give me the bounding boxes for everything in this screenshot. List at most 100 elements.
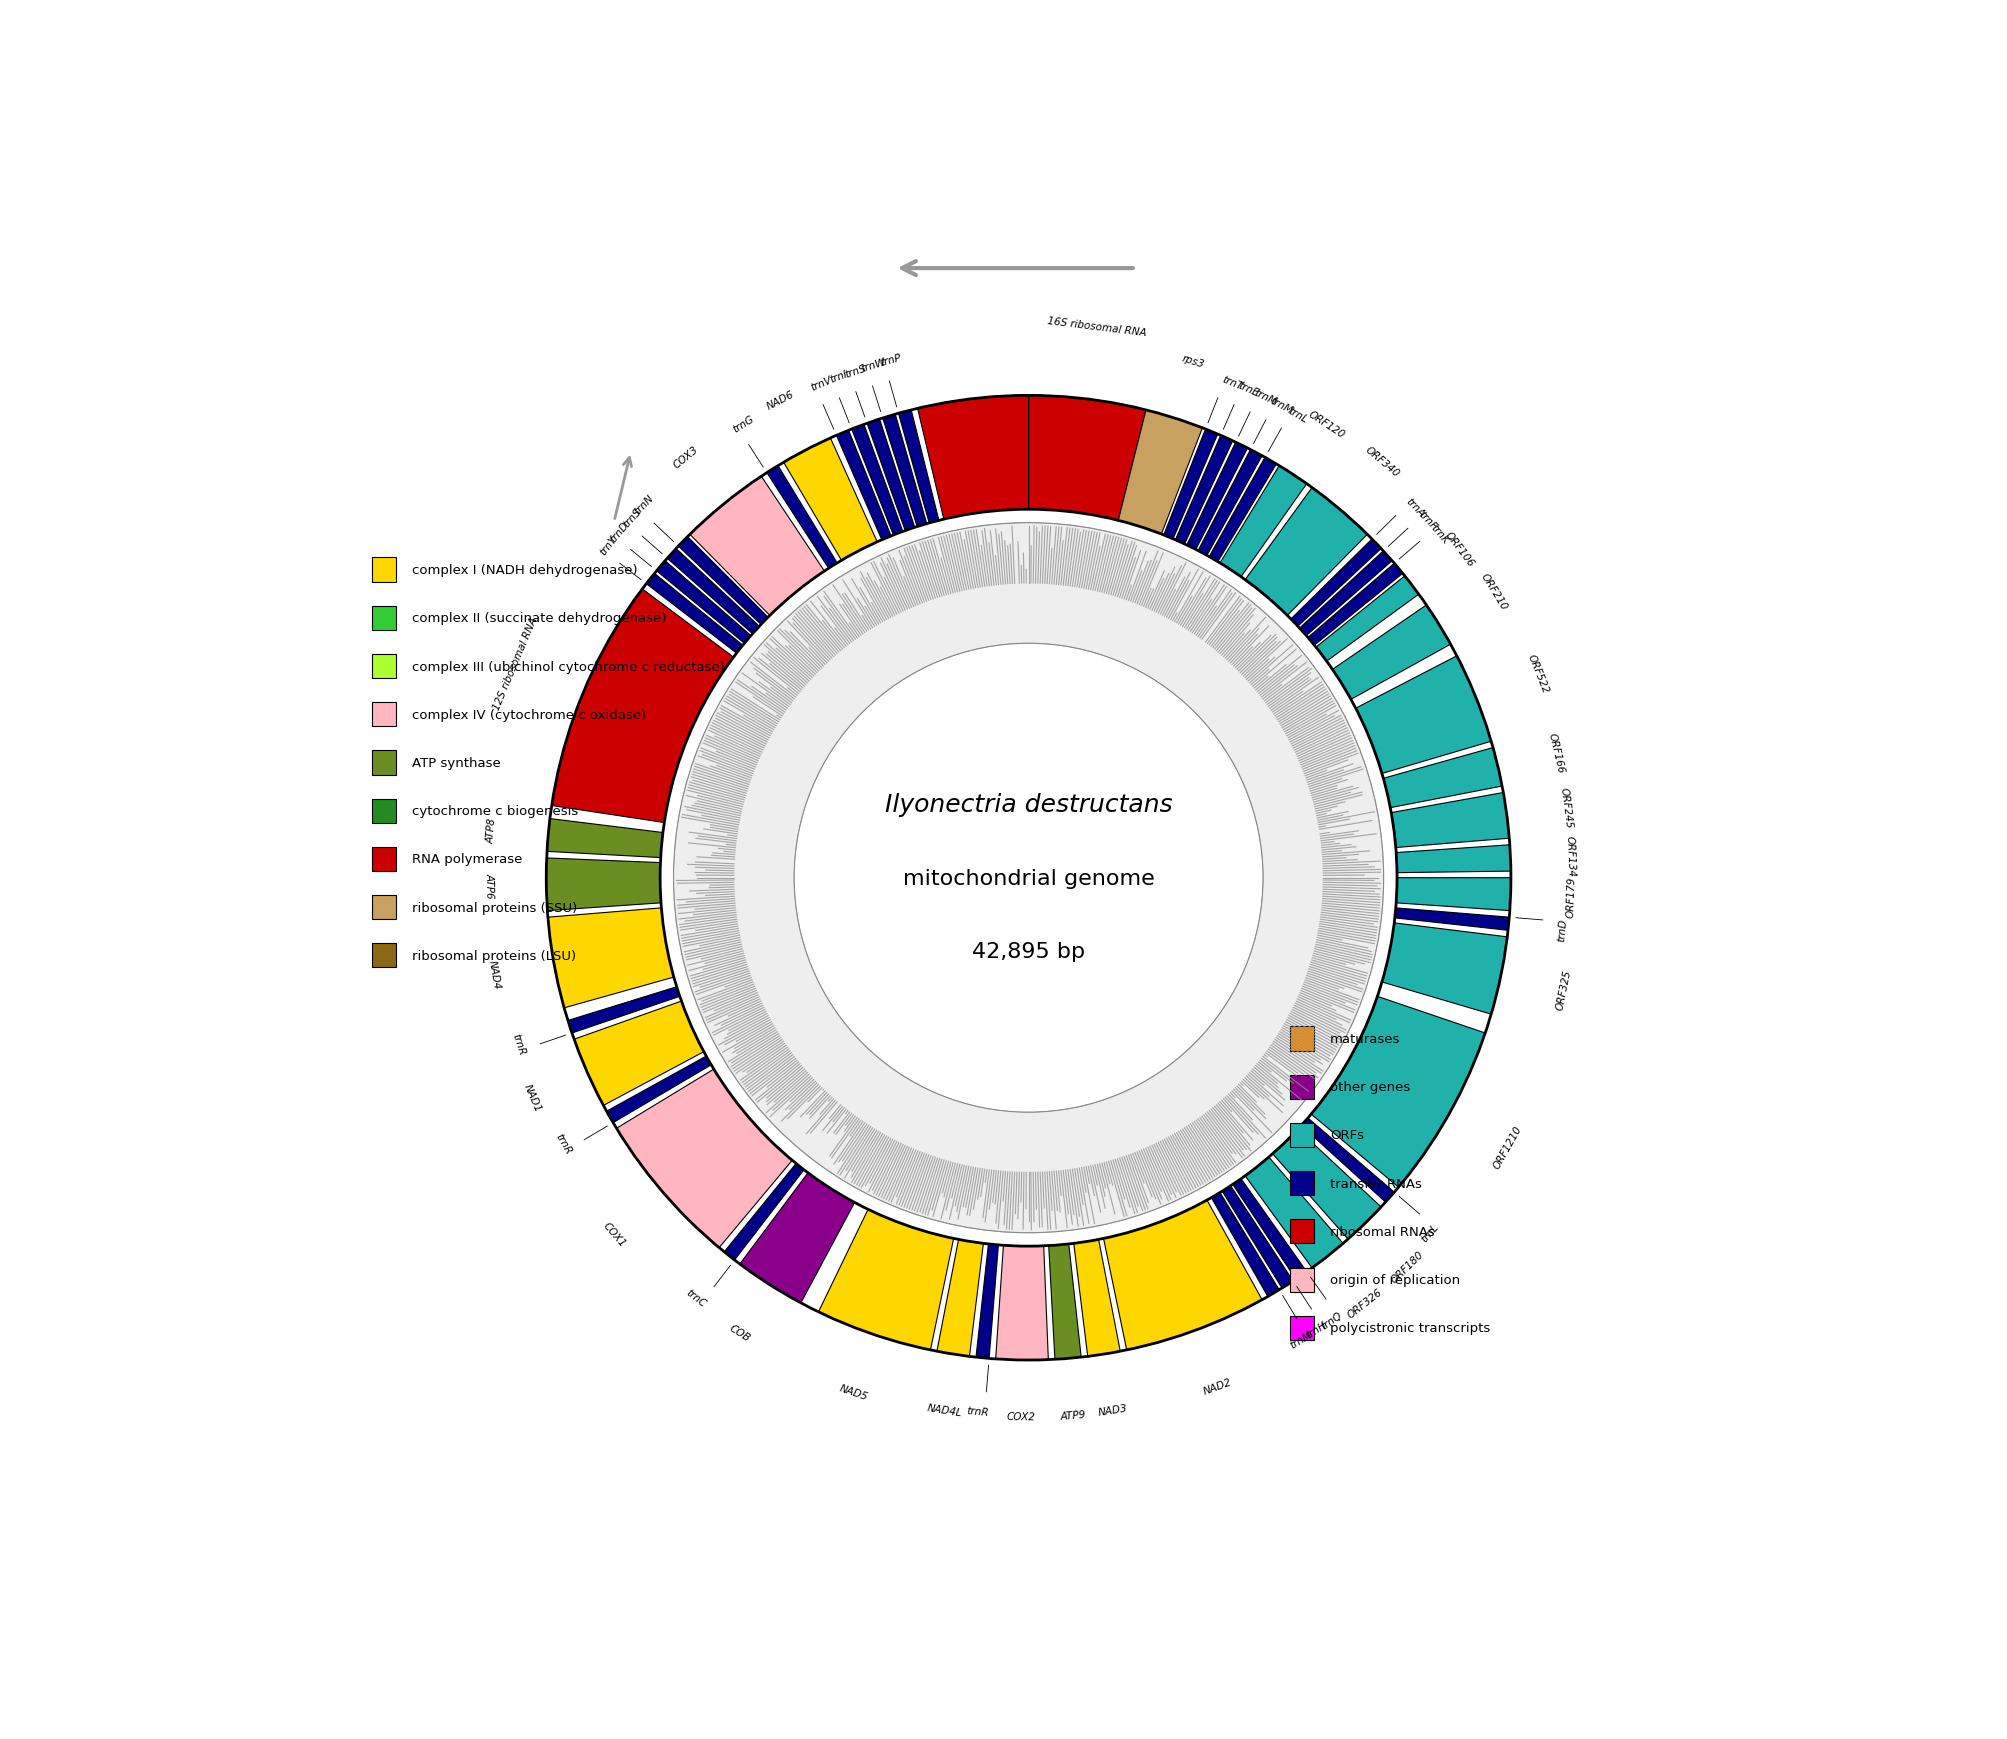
Text: COX1: COX1	[600, 1221, 628, 1249]
Text: trnR: trnR	[510, 1031, 528, 1056]
Wedge shape	[995, 1245, 1048, 1360]
Bar	[1291, 1172, 1315, 1195]
Wedge shape	[1391, 793, 1509, 849]
Text: ORF179: ORF179	[1565, 876, 1578, 918]
Text: polycistronic transcripts: polycistronic transcripts	[1331, 1322, 1491, 1334]
Wedge shape	[1198, 450, 1262, 556]
Wedge shape	[1220, 466, 1307, 577]
Text: transfer RNAs: transfer RNAs	[1331, 1177, 1421, 1189]
Bar	[371, 847, 395, 871]
Bar	[1291, 1219, 1315, 1243]
Text: Ilyonectria destructans: Ilyonectria destructans	[885, 793, 1172, 817]
Text: trnR: trnR	[554, 1132, 574, 1156]
Text: complex IV (cytochrome c oxidase): complex IV (cytochrome c oxidase)	[411, 708, 646, 722]
Text: ORF120: ORF120	[1307, 409, 1347, 440]
Text: COB: COB	[727, 1322, 751, 1343]
Wedge shape	[690, 476, 825, 616]
Bar	[371, 607, 395, 631]
Text: ORF134: ORF134	[1565, 835, 1578, 876]
Text: trnS: trnS	[845, 363, 867, 379]
Text: trnL: trnL	[1286, 405, 1309, 424]
Text: trnR: trnR	[965, 1405, 989, 1417]
Text: trnS: trnS	[620, 506, 642, 529]
Text: other genes: other genes	[1331, 1080, 1411, 1094]
Text: origin of replication: origin of replication	[1331, 1273, 1461, 1287]
Text: NAD5: NAD5	[839, 1383, 869, 1402]
Wedge shape	[1222, 1186, 1293, 1289]
Bar	[371, 703, 395, 727]
Wedge shape	[656, 562, 751, 643]
Text: ribosomal proteins (LSU): ribosomal proteins (LSU)	[411, 949, 576, 962]
Text: ORF325: ORF325	[1555, 969, 1573, 1010]
Wedge shape	[1395, 908, 1509, 930]
Text: NAD1: NAD1	[522, 1082, 544, 1113]
Text: NAD4: NAD4	[488, 958, 502, 989]
Wedge shape	[1118, 410, 1202, 534]
Wedge shape	[546, 396, 1511, 1360]
Text: 42,895 bp: 42,895 bp	[971, 943, 1086, 962]
Wedge shape	[1291, 539, 1381, 626]
Text: trnQ: trnQ	[1319, 1309, 1345, 1330]
Wedge shape	[606, 1057, 710, 1123]
Text: NAD4L: NAD4L	[925, 1402, 963, 1417]
Text: ORFs: ORFs	[1331, 1129, 1365, 1143]
Text: ORF106: ORF106	[1443, 530, 1477, 569]
Wedge shape	[1176, 436, 1232, 544]
Text: trnG: trnG	[731, 414, 757, 435]
Wedge shape	[1074, 1240, 1120, 1356]
Wedge shape	[1232, 1179, 1307, 1280]
Text: trnT: trnT	[1220, 374, 1244, 391]
Wedge shape	[741, 1174, 855, 1303]
Text: complex III (ubichinol cytochrome c reductase): complex III (ubichinol cytochrome c redu…	[411, 661, 725, 673]
Wedge shape	[819, 1210, 953, 1349]
Wedge shape	[1050, 1243, 1082, 1360]
Text: ribosomal proteins (SSU): ribosomal proteins (SSU)	[411, 901, 578, 915]
Text: ATP8: ATP8	[486, 817, 498, 843]
Text: trnC: trnC	[684, 1287, 708, 1309]
Text: COX3: COX3	[672, 445, 700, 471]
Wedge shape	[883, 416, 927, 527]
Wedge shape	[1397, 878, 1511, 911]
Wedge shape	[1164, 430, 1218, 539]
Wedge shape	[1317, 577, 1419, 663]
Bar	[1291, 1075, 1315, 1099]
Wedge shape	[937, 1240, 983, 1356]
Text: trnM: trnM	[1268, 396, 1295, 416]
Text: ORF326: ORF326	[1347, 1287, 1385, 1320]
Wedge shape	[837, 431, 891, 541]
Wedge shape	[1383, 748, 1501, 809]
Text: trnE: trnE	[1236, 381, 1260, 398]
Bar	[371, 558, 395, 583]
Text: complex I (NADH dehydrogenase): complex I (NADH dehydrogenase)	[411, 563, 638, 577]
Bar	[371, 654, 395, 678]
Text: trnD: trnD	[608, 520, 630, 544]
Wedge shape	[1030, 396, 1146, 522]
Text: ATP6: ATP6	[486, 873, 496, 899]
Wedge shape	[568, 988, 680, 1033]
Text: trnK: trnK	[1429, 523, 1451, 546]
Text: trnP: trnP	[879, 353, 903, 369]
Bar	[1291, 1316, 1315, 1341]
Bar	[371, 896, 395, 920]
Wedge shape	[548, 908, 674, 1009]
Text: trnM: trnM	[1252, 388, 1278, 407]
Text: trnD: trnD	[1555, 918, 1567, 941]
Text: trnI: trnI	[829, 369, 849, 384]
Text: cytochrome c biogenesis: cytochrome c biogenesis	[411, 805, 578, 817]
Wedge shape	[917, 396, 1030, 520]
Text: ORF1210: ORF1210	[1491, 1123, 1523, 1170]
Wedge shape	[1212, 1193, 1278, 1297]
Wedge shape	[1244, 489, 1367, 616]
Wedge shape	[1383, 923, 1507, 1014]
Text: 16S ribosomal RNA: 16S ribosomal RNA	[1048, 315, 1146, 337]
Wedge shape	[546, 859, 660, 911]
Wedge shape	[678, 537, 769, 624]
Wedge shape	[975, 1243, 997, 1358]
Text: ORF180: ORF180	[1389, 1249, 1425, 1285]
Text: trnW: trnW	[859, 356, 887, 374]
Wedge shape	[666, 550, 759, 635]
Text: trnH: trnH	[1305, 1320, 1329, 1341]
Wedge shape	[574, 1002, 704, 1106]
Wedge shape	[767, 466, 837, 569]
Text: trnL: trnL	[1419, 1223, 1441, 1243]
